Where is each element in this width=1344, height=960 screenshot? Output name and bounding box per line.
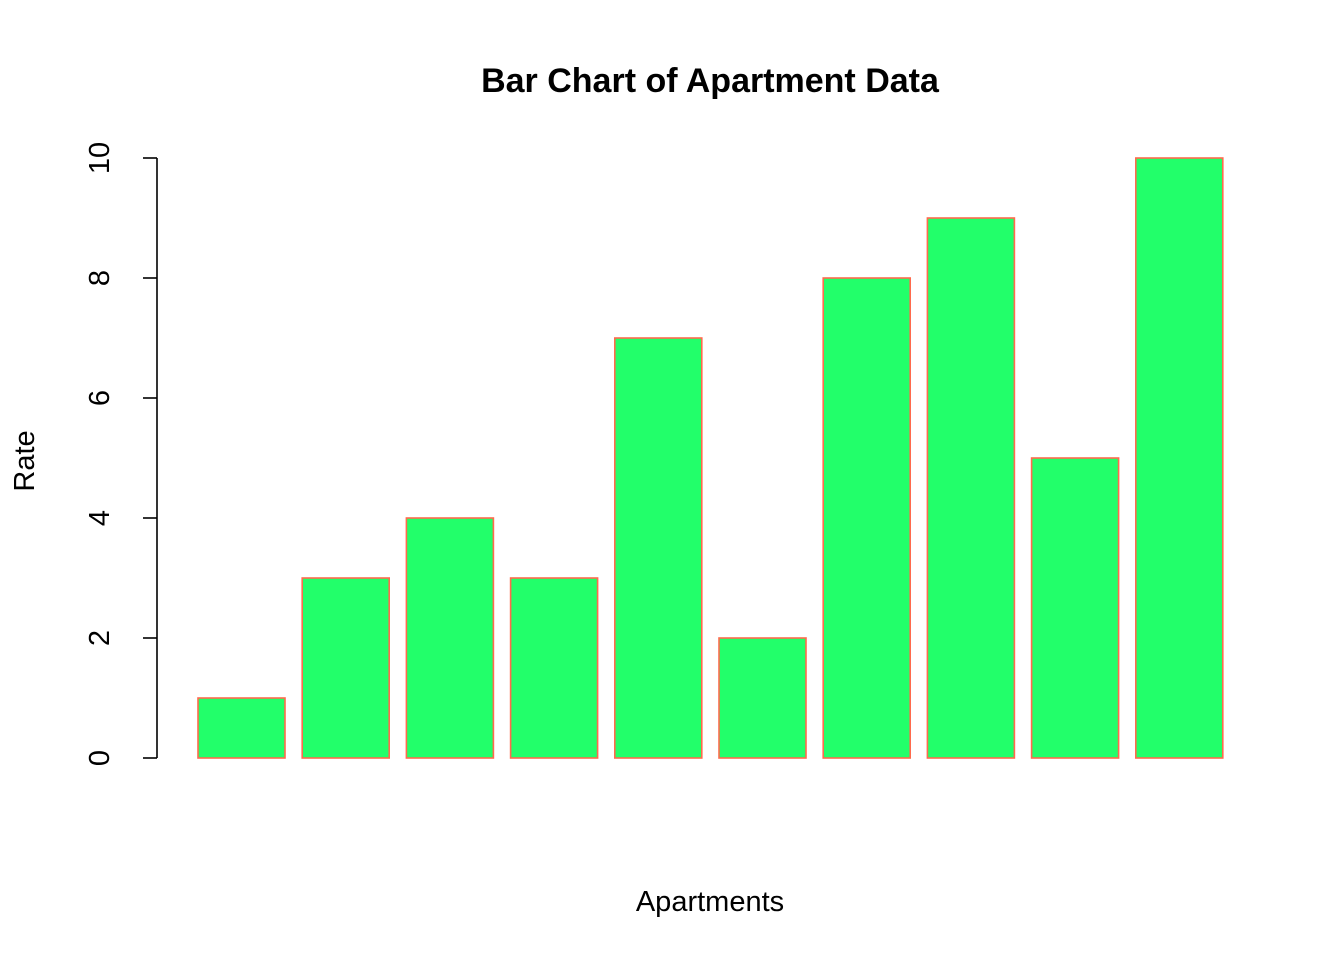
bar-10 — [1135, 157, 1224, 759]
bar-2 — [301, 577, 391, 759]
bar-9 — [1030, 457, 1120, 759]
bar-8 — [926, 217, 1016, 759]
bar-6 — [718, 637, 807, 759]
bar-7 — [822, 277, 912, 759]
y-tick-label-0: 0 — [84, 750, 116, 766]
y-tick-label-8: 8 — [84, 270, 116, 286]
chart-title: Bar Chart of Apartment Data — [481, 62, 940, 100]
bar-3 — [405, 517, 495, 759]
y-axis: 0 2 4 6 8 10 — [84, 142, 158, 766]
bar-4 — [509, 577, 599, 759]
x-axis-label: Apartments — [636, 886, 784, 918]
y-tick-label-4: 4 — [84, 510, 116, 526]
y-tick-label-2: 2 — [84, 630, 116, 646]
bar-1 — [197, 697, 286, 759]
y-tick-label-10: 10 — [84, 142, 116, 174]
bars-group — [197, 157, 1224, 759]
y-tick-label-6: 6 — [84, 390, 116, 406]
bar-5 — [613, 337, 703, 759]
y-axis-label: Rate — [9, 430, 41, 491]
